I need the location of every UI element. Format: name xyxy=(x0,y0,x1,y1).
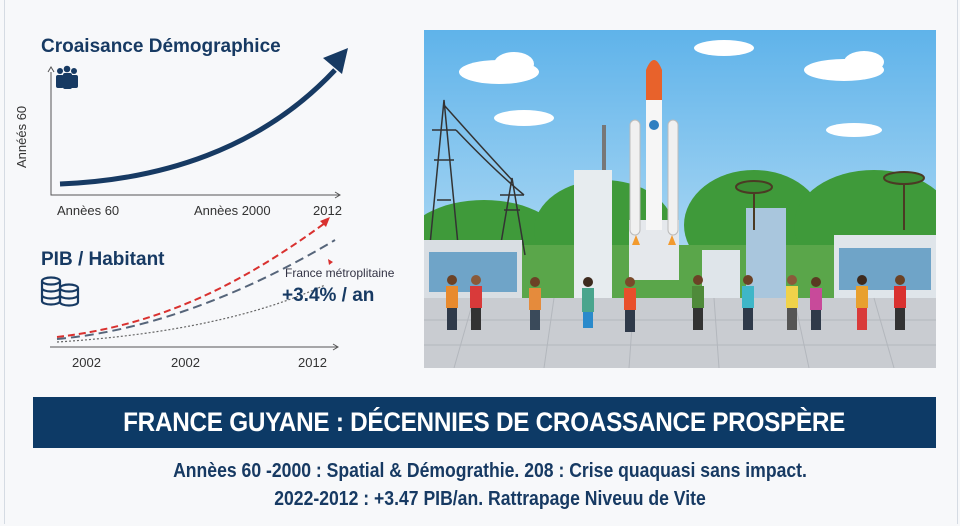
france-line xyxy=(56,239,336,340)
gdp-x-axis xyxy=(50,343,339,351)
france-series-label: France métroplitaine xyxy=(285,266,395,280)
power-pylons xyxy=(428,99,526,256)
summary-line-2: 2022-2012 : +3.47 PIB/an. Rattrapage Niv… xyxy=(274,488,706,510)
marker xyxy=(328,259,333,265)
plaza-tiles xyxy=(424,297,936,368)
rocket xyxy=(629,60,679,280)
gdp-x-tick: 2002 xyxy=(171,355,200,370)
population-axes xyxy=(50,72,340,196)
title-banner: FRANCE GUYANE : DÉCENNIES DE CROASSANCE … xyxy=(33,397,936,448)
gdp-x-tick: 2012 xyxy=(298,355,327,370)
population-x-tick: Annèes 60 xyxy=(57,203,120,218)
plaza xyxy=(424,298,936,368)
population-chart xyxy=(47,48,348,199)
banner-title: FRANCE GUYANE : DÉCENNIES DE CROASSANCE … xyxy=(123,407,846,437)
population-x-tick: 2012 xyxy=(313,203,342,218)
spaceport-illustration xyxy=(424,30,936,368)
people xyxy=(446,275,906,332)
population-y-axis-label: Annéés 60 xyxy=(14,105,29,168)
population-x-tick: Annèes 2000 xyxy=(194,203,271,218)
page-frame xyxy=(4,0,958,524)
summary-line-1: Annèes 60 -2000 : Spatial & Démograthie.… xyxy=(173,460,807,482)
tower-building xyxy=(574,170,612,300)
guyane-arrowhead xyxy=(320,217,330,227)
coins-icon xyxy=(40,276,80,307)
palm-trees xyxy=(735,171,925,230)
gdp-chart-title: PIB / Habitant xyxy=(41,249,165,270)
gdp-x-tick: 2002 xyxy=(72,355,101,370)
population-curve xyxy=(59,68,337,187)
guyane-line xyxy=(56,222,326,338)
gdp-growth-rate: +3.4% / an xyxy=(282,285,375,306)
clouds xyxy=(459,40,884,137)
population-arrowhead xyxy=(323,48,348,74)
people-icon xyxy=(56,65,78,89)
trend-line xyxy=(56,284,326,343)
population-chart-title: Croaisance Démographice xyxy=(41,36,281,57)
gdp-chart xyxy=(50,217,339,351)
axis-arrowheads xyxy=(47,66,341,199)
